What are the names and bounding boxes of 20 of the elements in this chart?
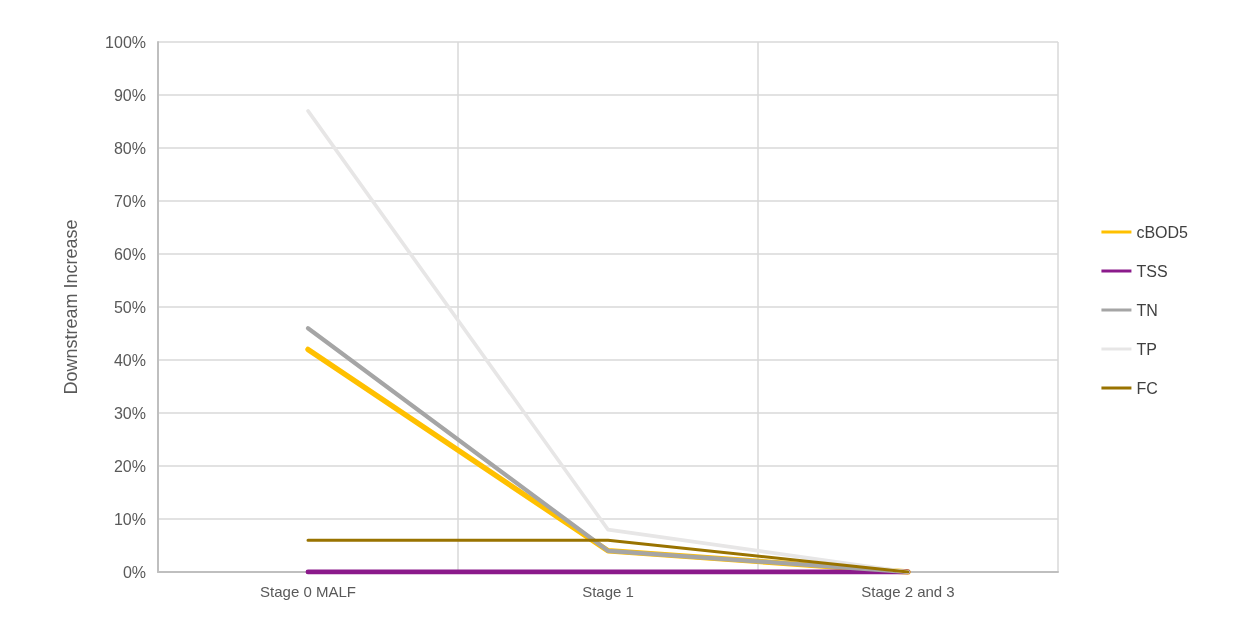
y-tick-label: 0% (122, 563, 146, 581)
y-tick-label: 20% (113, 457, 146, 475)
y-tick-label: 40% (113, 351, 146, 369)
y-tick-label: 10% (113, 510, 146, 528)
y-tick-label: 90% (113, 86, 146, 104)
legend-label: TSS (1136, 262, 1168, 280)
x-tick-label: Stage 2 and 3 (861, 583, 955, 600)
legend-label: FC (1136, 379, 1158, 397)
x-tick-label: Stage 0 MALF (260, 583, 356, 600)
y-tick-label: 80% (113, 139, 146, 157)
legend-label: TN (1136, 301, 1158, 319)
legend-label: cBOD5 (1136, 223, 1189, 241)
y-tick-label: 50% (113, 298, 146, 316)
y-tick-label: 60% (113, 245, 146, 263)
x-tick-label: Stage 1 (582, 583, 634, 600)
y-tick-label: 30% (113, 404, 146, 422)
legend-label: TP (1136, 340, 1157, 358)
y-axis-title: Downstream Increase (61, 219, 81, 395)
y-tick-label: 100% (105, 33, 146, 51)
y-tick-label: 70% (113, 192, 146, 210)
